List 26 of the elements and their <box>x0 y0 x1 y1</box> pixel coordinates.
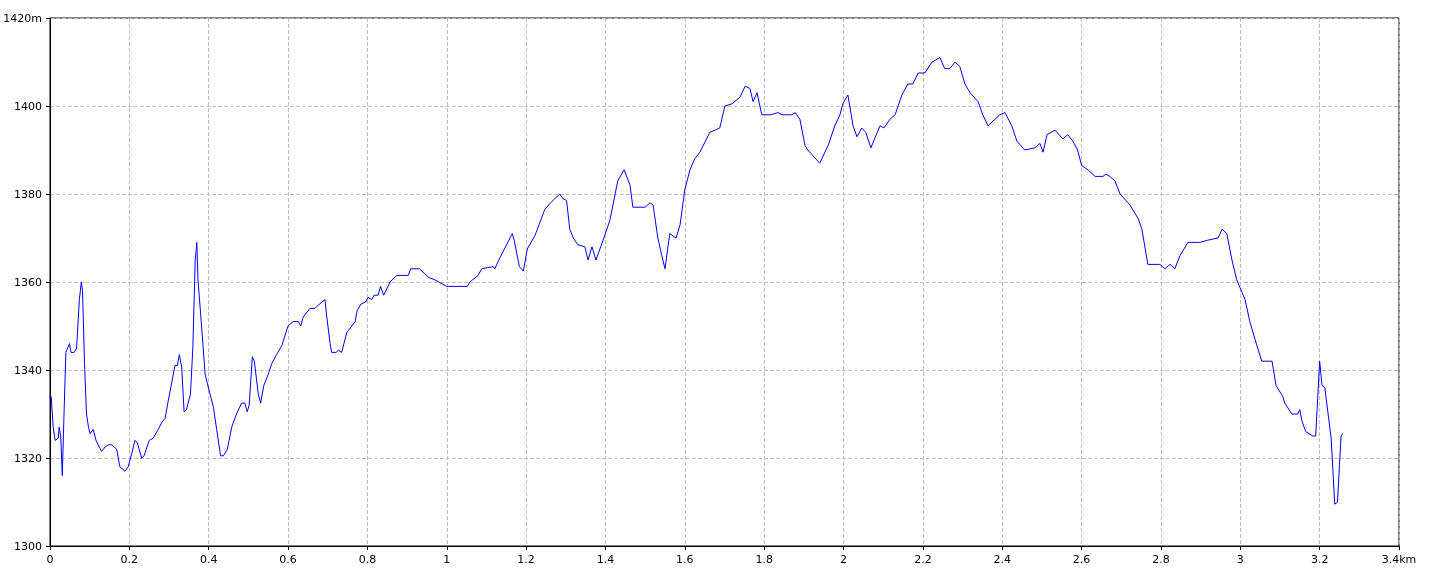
x-tick-label: 0.4 <box>199 553 218 566</box>
y-tick-label: 1380 <box>14 187 42 201</box>
x-tick-label: 2.4 <box>993 553 1011 566</box>
x-tick-label: 1 <box>443 553 451 566</box>
y-tick-label: 1400 <box>14 99 42 113</box>
x-tick-label: 2 <box>840 553 848 566</box>
x-tick-label: 0.6 <box>279 553 297 566</box>
x-tick-label: 1.8 <box>755 553 773 566</box>
y-tick-label: 1420m <box>3 11 42 25</box>
y-tick-label: 1320 <box>14 451 42 465</box>
y-tick-label: 1340 <box>14 363 42 377</box>
x-tick-label: 2.8 <box>1152 553 1170 566</box>
x-tick-label: 3 <box>1236 553 1244 566</box>
y-tick-label: 1360 <box>14 275 42 289</box>
x-tick-label: 2.6 <box>1072 553 1091 566</box>
x-tick-label: 3.2 <box>1310 553 1329 566</box>
x-tick-label: 1.4 <box>596 553 615 566</box>
x-tick-label: 3.4km <box>1381 553 1417 566</box>
x-tick-label: 0 <box>46 553 54 566</box>
x-tick-label: 1.6 <box>676 553 694 566</box>
x-tick-label: 2.2 <box>914 553 932 566</box>
x-tick-label: 0.8 <box>358 553 377 566</box>
y-tick-label: 1300 <box>14 539 42 553</box>
line-series <box>49 57 1344 505</box>
x-tick-label: 0.2 <box>120 553 139 566</box>
x-tick-label: 1.2 <box>517 553 535 566</box>
